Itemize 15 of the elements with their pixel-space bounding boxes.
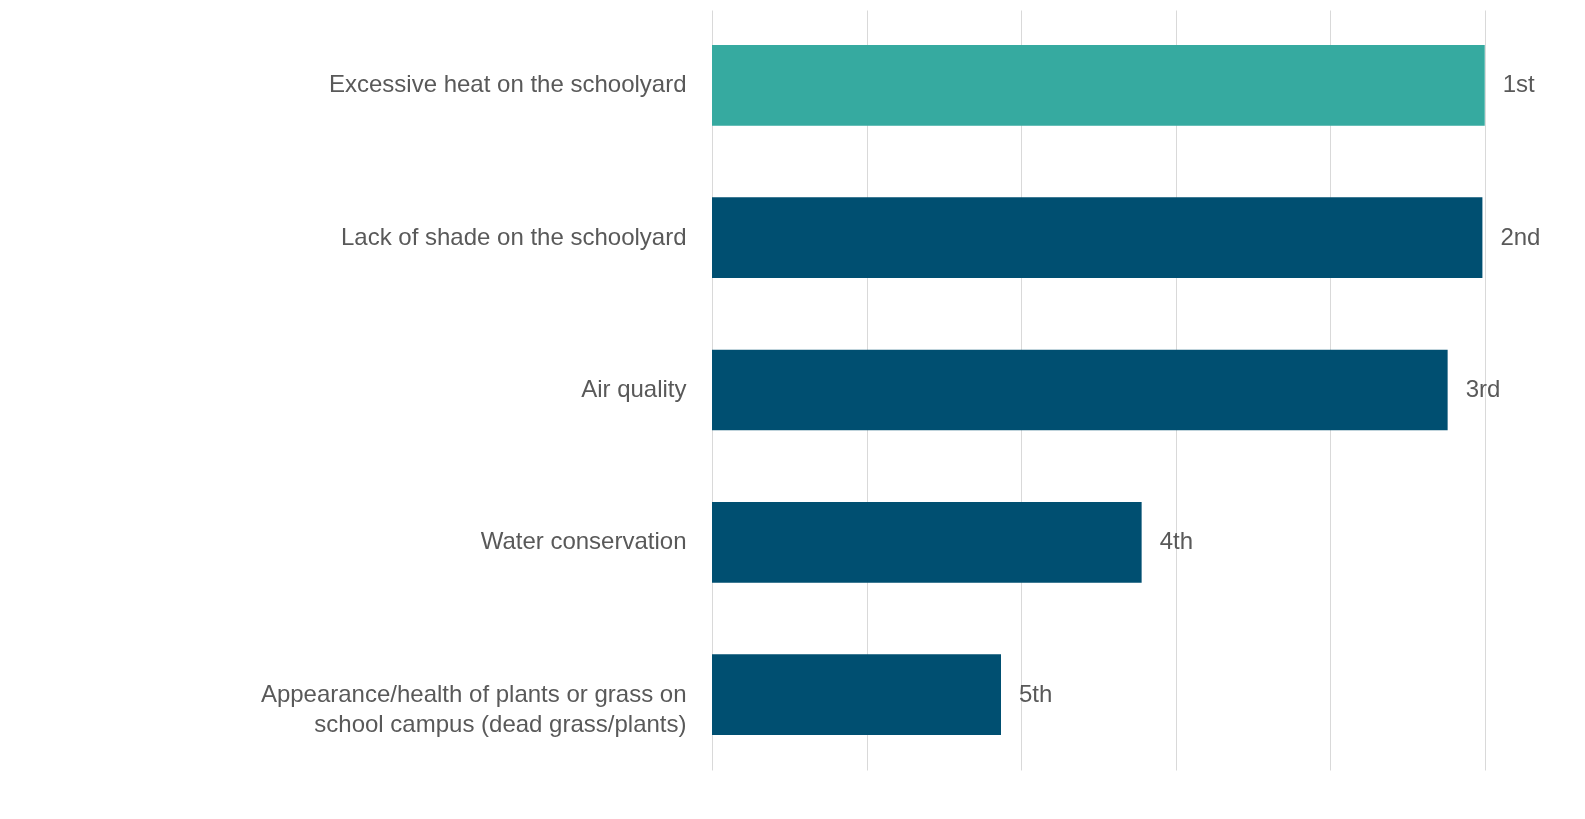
- annotation: 4th: [1159, 527, 1194, 555]
- bar: [712, 501, 1142, 583]
- bar: [712, 349, 1448, 431]
- annotation: 1st: [1502, 70, 1536, 98]
- y-tick-label: Appearance/health of plants or grass on school campus (dead grass/plants): [260, 679, 687, 737]
- annotation: 3rd: [1465, 375, 1501, 402]
- y-tick-label: Water conservation: [480, 527, 687, 555]
- y-tick-label: Excessive heat on the schoolyard: [328, 70, 687, 98]
- bar: [712, 45, 1485, 126]
- bar: [712, 197, 1483, 279]
- y-tick-label: Lack of shade on the schoolyard: [340, 222, 687, 250]
- y-tick-label: Air quality: [581, 375, 687, 402]
- annotation: 2nd: [1500, 222, 1541, 250]
- annotation: 5th: [1019, 679, 1053, 707]
- bar: [712, 654, 1001, 735]
